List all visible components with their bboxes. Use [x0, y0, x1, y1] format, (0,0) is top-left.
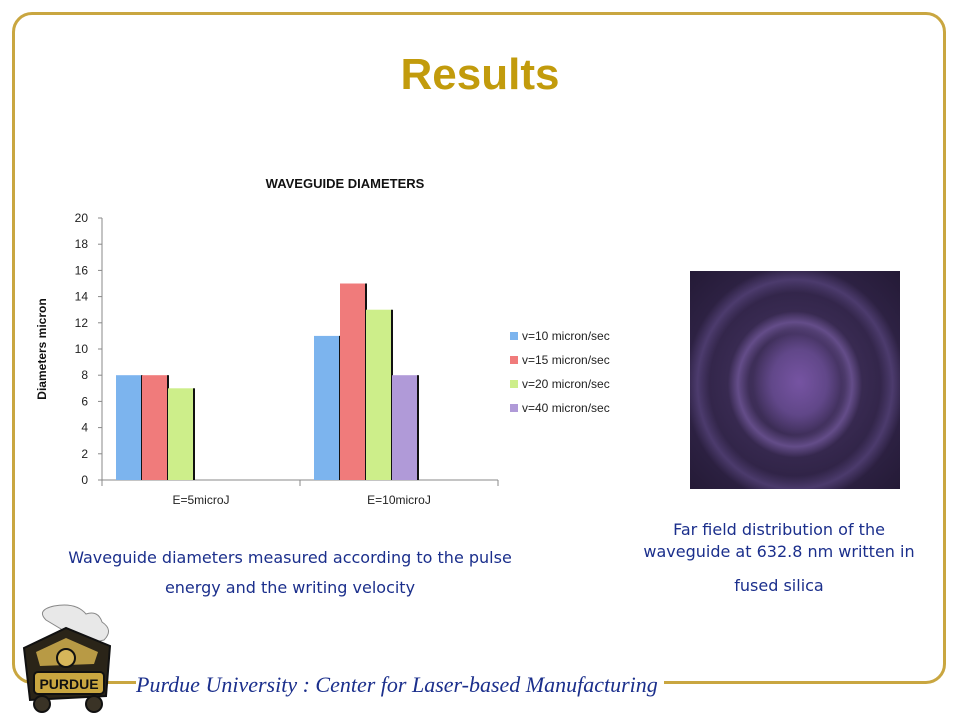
y-tick-label: 2 — [81, 447, 88, 461]
bar — [142, 375, 168, 480]
slide-title: Results — [400, 50, 560, 99]
y-tick-label: 16 — [75, 263, 89, 277]
footer-text: Purdue University : Center for Laser-bas… — [136, 672, 664, 698]
y-tick-label: 8 — [81, 368, 88, 382]
purdue-train-logo: PURDUE — [22, 604, 112, 713]
logo-text: PURDUE — [39, 676, 98, 692]
bar — [366, 309, 392, 480]
y-axis-label: Diameters micron — [35, 298, 49, 399]
far-field-image — [690, 271, 900, 489]
image-caption: Far field distribution of the waveguide … — [620, 519, 938, 597]
legend-label: v=40 micron/sec — [522, 401, 610, 415]
bar — [168, 388, 194, 480]
y-tick-label: 4 — [81, 421, 88, 435]
y-tick-label: 18 — [75, 237, 89, 251]
chart-caption-line-2: energy and the writing velocity — [164, 578, 416, 597]
legend-swatch — [510, 404, 518, 412]
legend-label: v=20 micron/sec — [522, 377, 610, 391]
y-tick-label: 6 — [81, 394, 88, 408]
image-caption-line-1: Far field distribution of the — [673, 520, 885, 539]
bar — [314, 335, 340, 480]
legend-swatch — [510, 332, 518, 340]
chart-caption: Waveguide diameters measured according t… — [50, 543, 530, 603]
image-caption-line-3: fused silica — [734, 576, 824, 595]
y-tick-label: 14 — [75, 290, 89, 304]
legend-swatch — [510, 356, 518, 364]
waveguide-diameters-chart: WAVEGUIDE DIAMETERS 0 2 4 6 8 10 12 14 16 18 20 Diam… — [35, 176, 610, 507]
y-tick-label: 10 — [75, 342, 89, 356]
y-tick-label: 0 — [81, 473, 88, 487]
bar — [392, 375, 418, 480]
image-caption-line-2: waveguide at 632.8 nm written in — [643, 542, 915, 561]
bar — [340, 283, 366, 480]
x-tick-label: E=5microJ — [172, 493, 229, 507]
x-tick-label: E=10microJ — [367, 493, 431, 507]
legend-label: v=15 micron/sec — [522, 353, 610, 367]
chart-caption-line-1: Waveguide diameters measured according t… — [68, 548, 512, 567]
legend-label: v=10 micron/sec — [522, 329, 610, 343]
y-tick-label: 12 — [75, 316, 89, 330]
legend-swatch — [510, 380, 518, 388]
chart-title: WAVEGUIDE DIAMETERS — [266, 176, 425, 191]
bar — [116, 375, 142, 480]
y-tick-label: 20 — [75, 211, 89, 225]
